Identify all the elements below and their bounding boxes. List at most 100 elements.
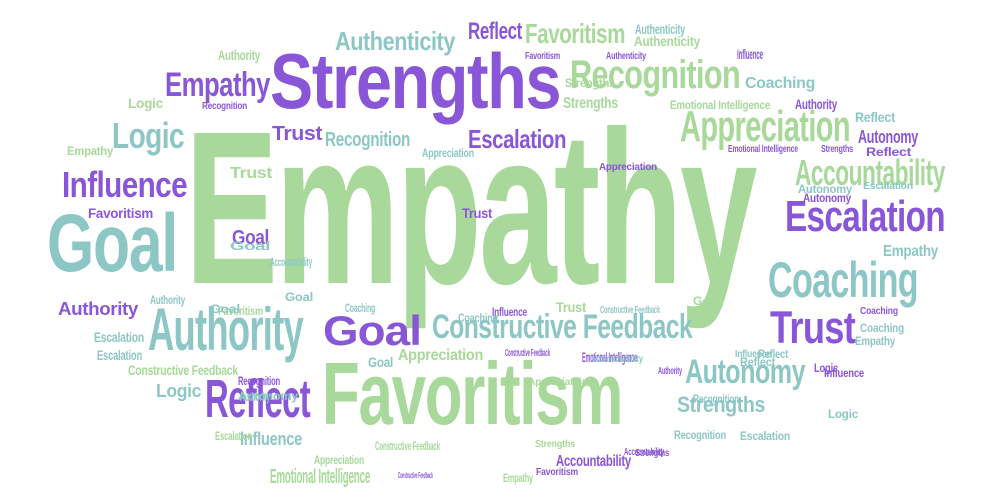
cloud-word: Authenticity [606, 51, 646, 62]
cloud-word: Coaching [458, 311, 498, 325]
cloud-word: Coaching [768, 252, 919, 308]
cloud-word: Authority [148, 296, 304, 363]
cloud-word: Appreciation [398, 347, 484, 364]
cloud-word: Escalation [97, 347, 142, 363]
cloud-word: Coaching [860, 321, 904, 335]
cloud-word: Authority [150, 293, 186, 307]
cloud-word: Goal [323, 307, 422, 354]
cloud-word: Reflect [758, 347, 789, 361]
cloud-word: Accountability [593, 354, 643, 365]
cloud-word: Appreciation [599, 162, 658, 173]
cloud-word: Goal [210, 302, 241, 316]
cloud-word: Strengths [565, 76, 616, 90]
cloud-word: Strengths [635, 448, 670, 459]
cloud-word: Empathy [883, 243, 939, 260]
cloud-word: Strengths [270, 37, 561, 125]
cloud-word: Logic [112, 115, 185, 156]
cloud-word: Appreciation [314, 453, 365, 467]
cloud-word: Constructive Feedback [398, 471, 433, 480]
cloud-word: Favoritism [525, 18, 625, 49]
cloud-word: Escalation [94, 329, 145, 345]
cloud-word: Emotional Intelligence [582, 349, 637, 365]
cloud-word: Favoritism [536, 467, 579, 478]
cloud-word: Influence [737, 46, 763, 62]
cloud-word: Influence [735, 349, 772, 360]
cloud-word: Constructive Feedback [600, 305, 661, 316]
cloud-word: Escalation [215, 429, 252, 443]
cloud-word: Coaching [860, 306, 898, 317]
cloud-word: Logic [156, 381, 202, 401]
cloud-word: Constructive Feedback [375, 439, 441, 453]
cloud-word: Accountability [624, 447, 664, 458]
cloud-word: Influence [62, 164, 188, 205]
cloud-word: Authority [658, 366, 683, 377]
cloud-word: Favoritism [218, 304, 264, 318]
cloud-word: Appreciation [680, 102, 851, 151]
cloud-word: Autonomy [798, 182, 853, 196]
cloud-word: Logic [814, 361, 839, 375]
cloud-word: Logic [128, 95, 164, 111]
cloud-word: Coaching [345, 301, 376, 315]
cloud-word: Goal [230, 239, 271, 253]
cloud-word: Favoritism [322, 344, 623, 443]
cloud-word: Authenticity [635, 21, 686, 37]
cloud-word: Logic [828, 407, 859, 421]
cloud-word: Autonomy [238, 389, 298, 403]
cloud-word: Goal [232, 227, 269, 249]
cloud-word: Authority [218, 47, 261, 63]
cloud-word: Emotional Intelligence [270, 466, 371, 488]
cloud-word: Coaching [745, 75, 815, 92]
cloud-word: Recognition [238, 374, 281, 388]
cloud-word: Autonomy [858, 127, 919, 147]
cloud-word: Goal [368, 354, 393, 370]
cloud-word: Appreciation [528, 377, 589, 388]
cloud-word: Goal [693, 294, 720, 308]
cloud-word: Authority [240, 390, 270, 404]
cloud-word: Reflect [740, 355, 776, 369]
cloud-word: Constructive Feedback [128, 362, 238, 378]
cloud-word: Accountability [556, 453, 631, 470]
cloud-word: Trust [230, 165, 272, 182]
cloud-word: Influence [824, 366, 865, 380]
cloud-word: Recognition [674, 428, 727, 442]
cloud-word: Empathy [855, 334, 895, 348]
cloud-word: Escalation [785, 192, 946, 241]
cloud-word: Accountability [270, 255, 313, 269]
cloud-word: Recognition [693, 392, 740, 406]
cloud-word: Authority [795, 96, 838, 112]
cloud-word: Reflect [866, 145, 912, 159]
cloud-word: Autonomy [685, 353, 806, 391]
cloud-word: Escalation [468, 124, 567, 154]
cloud-word: Recognition [570, 53, 741, 97]
cloud-word: Empathy [165, 66, 270, 104]
cloud-word: Authenticity [634, 33, 700, 49]
cloud-word: Strengths [563, 95, 618, 112]
cloud-word: Reflect [468, 18, 522, 45]
cloud-word: Accountability [795, 152, 945, 193]
cloud-word: Empathy [185, 87, 757, 330]
cloud-word: Authority [58, 299, 138, 319]
cloud-word: Autonomy [803, 191, 851, 205]
cloud-word: Empathy [67, 144, 114, 158]
cloud-word: Appreciation [422, 146, 475, 160]
cloud-word: Trust [556, 299, 587, 315]
cloud-word: Trust [770, 302, 856, 353]
cloud-word: Escalation [863, 181, 914, 192]
cloud-word: Recognition [325, 129, 411, 151]
cloud-word: Strengths [535, 439, 575, 450]
cloud-word: Influence [240, 429, 302, 449]
cloud-word: Reflect [205, 369, 311, 429]
cloud-word: Strengths [677, 392, 765, 417]
cloud-word: Constructive Feedback [432, 308, 693, 346]
cloud-word: Empathy [503, 471, 533, 485]
cloud-word: Favoritism [88, 205, 154, 221]
cloud-word: Recognition [202, 101, 248, 112]
cloud-word: Strengths [821, 144, 853, 155]
cloud-word: Constructive Feedback [505, 348, 550, 359]
cloud-word: Reflect [855, 109, 895, 125]
cloud-word: Favoritism [525, 51, 561, 62]
cloud-word: Escalation [740, 429, 791, 443]
cloud-word: Emotional Intelligence [670, 98, 770, 112]
cloud-word: Trust [462, 205, 493, 221]
